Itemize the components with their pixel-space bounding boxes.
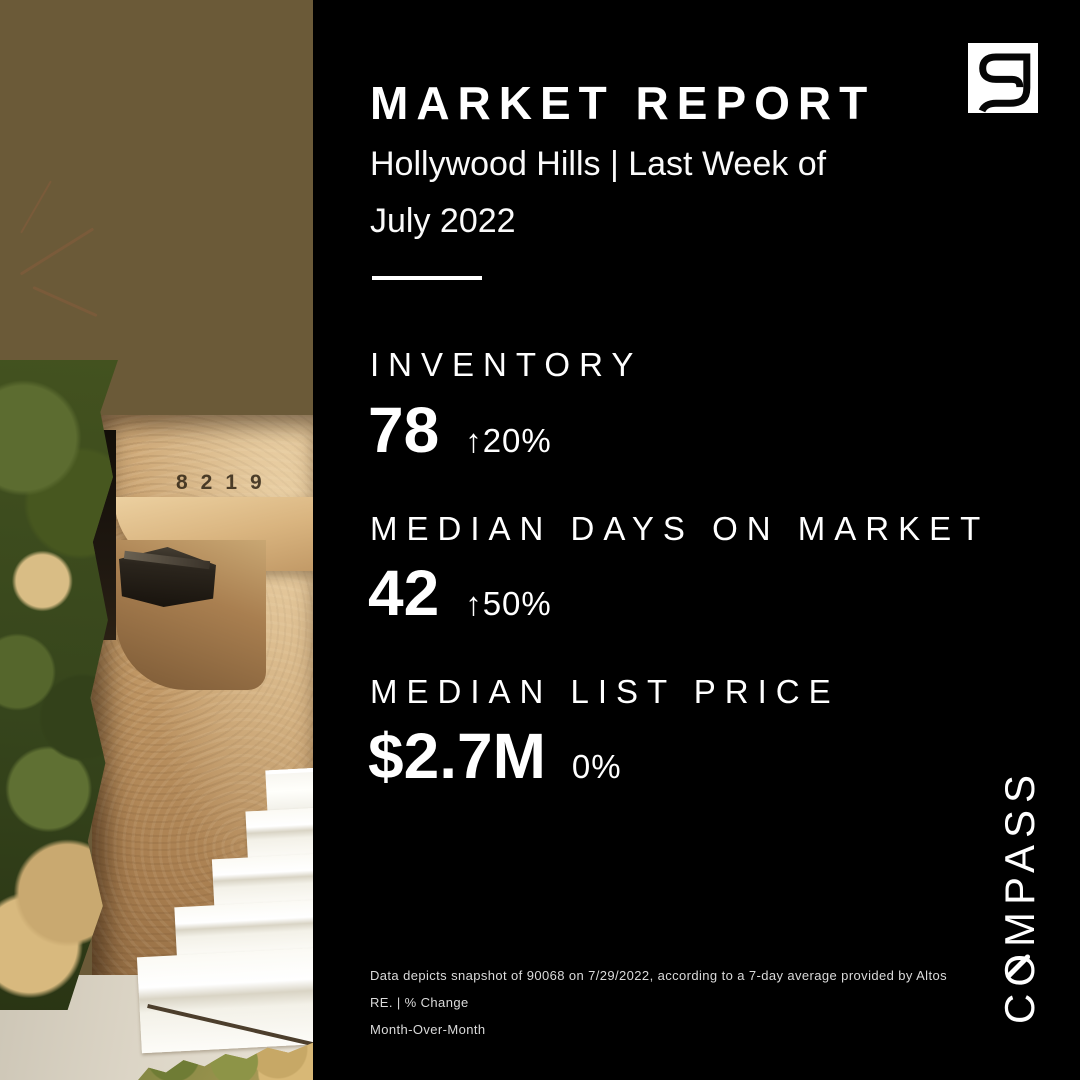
- divider-line: [372, 276, 482, 280]
- house-photo: 8219: [0, 0, 313, 1080]
- disclaimer-text: Data depicts snapshot of 90068 on 7/29/2…: [370, 962, 970, 1043]
- subtitle-line-1: Hollywood Hills | Last Week of: [370, 145, 827, 183]
- stat-median-list-price: $2.7M 0%: [368, 724, 622, 788]
- stat-label-median-days: MEDIAN DAYS ON MARKET: [370, 510, 990, 547]
- report-panel: MARKET REPORT Hollywood Hills | Last Wee…: [313, 0, 1080, 1080]
- stat-change: ↑20%: [465, 422, 552, 459]
- sj-monogram-icon: [968, 42, 1038, 114]
- stat-change: ↑50%: [465, 585, 552, 622]
- disclaimer-line-1: Data depicts snapshot of 90068 on 7/29/2…: [370, 968, 947, 1010]
- stat-label-median-list-price: MEDIAN LIST PRICE: [370, 673, 840, 710]
- bougainvillea-flowers: [0, 0, 313, 533]
- stat-value: 78: [368, 394, 440, 466]
- stat-inventory: 78 ↑20%: [368, 398, 552, 462]
- stat-label-inventory: INVENTORY: [370, 346, 643, 383]
- step: [245, 807, 313, 862]
- stat-value: 42: [368, 557, 440, 629]
- house-number: 8219: [176, 471, 275, 494]
- page-title: MARKET REPORT: [370, 77, 876, 129]
- stat-change: 0%: [571, 748, 622, 785]
- stat-median-days: 42 ↑50%: [368, 561, 552, 625]
- compass-wordmark: COMPASS: [996, 768, 1043, 1036]
- disclaimer-line-2: Month-Over-Month: [370, 1022, 486, 1037]
- subtitle-line-2: July 2022: [370, 202, 516, 240]
- compass-wordmark-text: COMPASS: [996, 768, 1043, 1024]
- report-subtitle: Hollywood Hills | Last Week of July 2022: [370, 136, 826, 250]
- stat-value: $2.7M: [368, 720, 546, 792]
